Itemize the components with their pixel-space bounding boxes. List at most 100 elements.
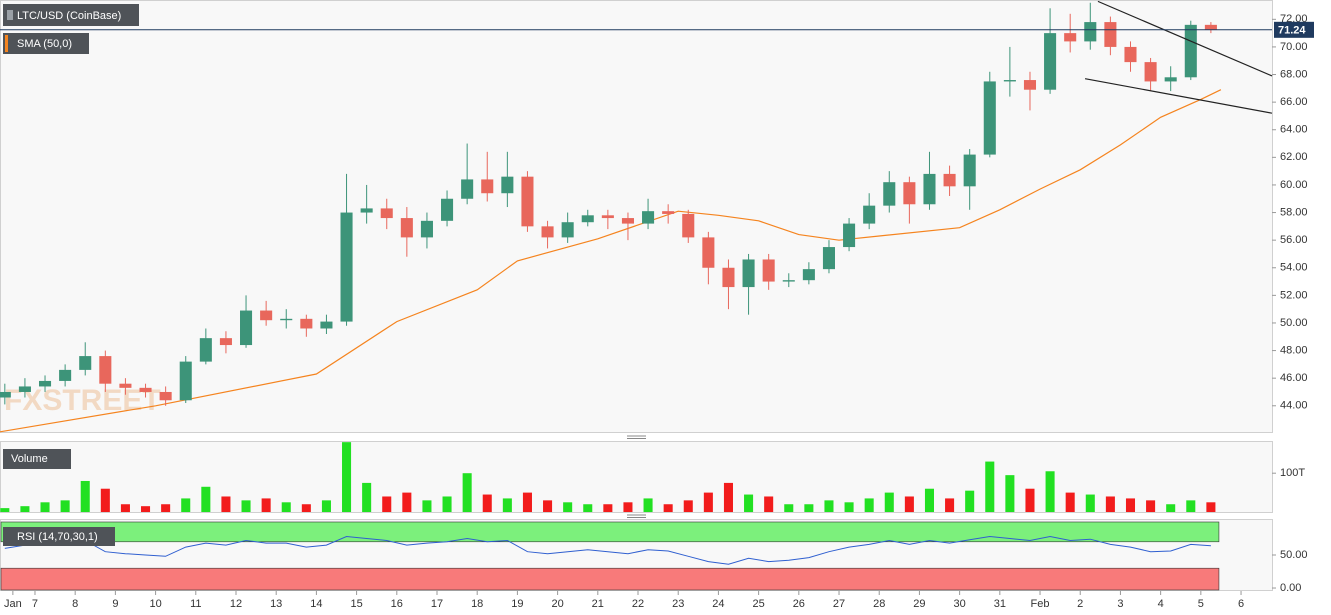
- candle-body: [1064, 33, 1077, 42]
- legend-box[interactable]: [3, 33, 89, 54]
- x-tick-label: 23: [672, 598, 684, 610]
- volume-bar: [764, 496, 774, 512]
- volume-bar: [543, 500, 553, 512]
- volume-bar: [482, 494, 492, 512]
- y-tick-label: 66.00: [1280, 96, 1308, 108]
- rsi-line: [4, 535, 1211, 565]
- candle-body: [963, 154, 976, 187]
- volume-bar: [1146, 500, 1156, 512]
- rsi-tick-label: 0.00: [1280, 582, 1301, 594]
- candle-body: [762, 259, 775, 282]
- y-tick-label: 70.00: [1280, 41, 1308, 53]
- x-tick-label: Jan: [4, 598, 22, 610]
- x-tick-label: 8: [72, 598, 78, 610]
- candle-body: [59, 369, 72, 381]
- candle-body: [240, 310, 253, 346]
- x-tick-label: 11: [190, 598, 201, 610]
- candle-body: [340, 212, 353, 322]
- volume-bar: [985, 461, 995, 512]
- volume-bar: [643, 498, 653, 512]
- candle-body: [883, 182, 896, 206]
- volume-bar: [321, 500, 331, 512]
- x-tick-label: 10: [149, 598, 161, 610]
- legend-title: LTC/USD (CoinBase): [17, 10, 121, 22]
- volume-bar: [1166, 504, 1176, 512]
- x-tick-label: 6: [1238, 598, 1244, 610]
- candle-body: [441, 198, 454, 221]
- panel-grip[interactable]: [627, 435, 646, 518]
- x-tick-label: 28: [873, 598, 885, 610]
- volume-bar: [181, 498, 191, 512]
- volume-bar: [442, 496, 452, 512]
- candle-body: [1044, 33, 1057, 90]
- volume-bar: [603, 504, 613, 512]
- volume-bar: [100, 488, 110, 512]
- candle-body: [843, 223, 856, 248]
- x-tick-label: 15: [350, 598, 362, 610]
- volume-bar: [824, 500, 834, 512]
- volume-bar: [422, 500, 432, 512]
- y-tick-label: 54.00: [1280, 262, 1308, 274]
- candle-body: [18, 386, 31, 392]
- candle-body: [682, 213, 695, 238]
- legend-box[interactable]: [3, 4, 139, 26]
- x-tick-label: 17: [431, 598, 443, 610]
- volume-bar: [844, 502, 854, 512]
- volume-bar: [864, 498, 874, 512]
- x-tick-label: Feb: [1031, 598, 1050, 610]
- last-price-box: [1274, 21, 1314, 38]
- volume-bar: [402, 492, 412, 512]
- x-tick-label: 9: [112, 598, 118, 610]
- candle-body: [1164, 77, 1177, 82]
- legend: LTC/USD (CoinBase) SMA (50,0): [3, 4, 139, 54]
- volume-bar: [563, 502, 573, 512]
- candle-body: [601, 215, 614, 219]
- volume-bar: [884, 492, 894, 512]
- volume-bar: [683, 500, 693, 512]
- y-tick-label: 62.00: [1280, 151, 1308, 163]
- candle-body: [119, 383, 132, 388]
- candle-body: [0, 391, 11, 398]
- candle-body: [662, 211, 675, 214]
- volume-bar: [663, 504, 673, 512]
- x-tick-label: 16: [391, 598, 403, 610]
- x-tick-label: 27: [833, 598, 845, 610]
- candle-body: [782, 280, 795, 282]
- volume-bar: [362, 482, 372, 512]
- candle-body: [1184, 24, 1197, 78]
- y-tick-label: 50.00: [1280, 317, 1308, 329]
- volume-bar: [80, 480, 90, 512]
- candle-body: [802, 269, 815, 281]
- y-tick-label: 48.00: [1280, 344, 1308, 356]
- volume-bar: [904, 496, 914, 512]
- volume-bar: [141, 506, 151, 512]
- rsi-oversold-band: [0, 567, 1220, 591]
- volume-bar: [301, 504, 311, 512]
- volume-bar: [804, 504, 814, 512]
- candle-body: [1003, 80, 1016, 82]
- x-tick-label: 19: [511, 598, 523, 610]
- volume-bar: [623, 502, 633, 512]
- volume-panel: [0, 441, 1273, 513]
- plot-layer: 44.0046.0048.0050.0052.0054.0056.0058.00…: [0, 0, 1314, 610]
- volume-bar: [583, 504, 593, 512]
- y-tick-label: 46.00: [1280, 372, 1308, 384]
- y-tick-label: 44.00: [1280, 400, 1308, 412]
- volume-bar: [201, 486, 211, 512]
- volume-bar: [241, 500, 251, 512]
- x-tick-label: 20: [551, 598, 563, 610]
- x-tick-label: 13: [270, 598, 282, 610]
- legend-icon: [7, 10, 13, 20]
- volume-bar: [945, 498, 955, 512]
- candle-body: [983, 81, 996, 155]
- last-price-label: 71.24: [1278, 25, 1306, 37]
- volume-bar: [1105, 496, 1115, 512]
- volume-bar: [703, 492, 713, 512]
- y-tick-label: 56.00: [1280, 234, 1308, 246]
- volume-bar: [723, 482, 733, 512]
- volume-bar: [40, 502, 50, 512]
- volume-bar: [784, 504, 794, 512]
- legend-sma: SMA (50,0): [17, 38, 72, 50]
